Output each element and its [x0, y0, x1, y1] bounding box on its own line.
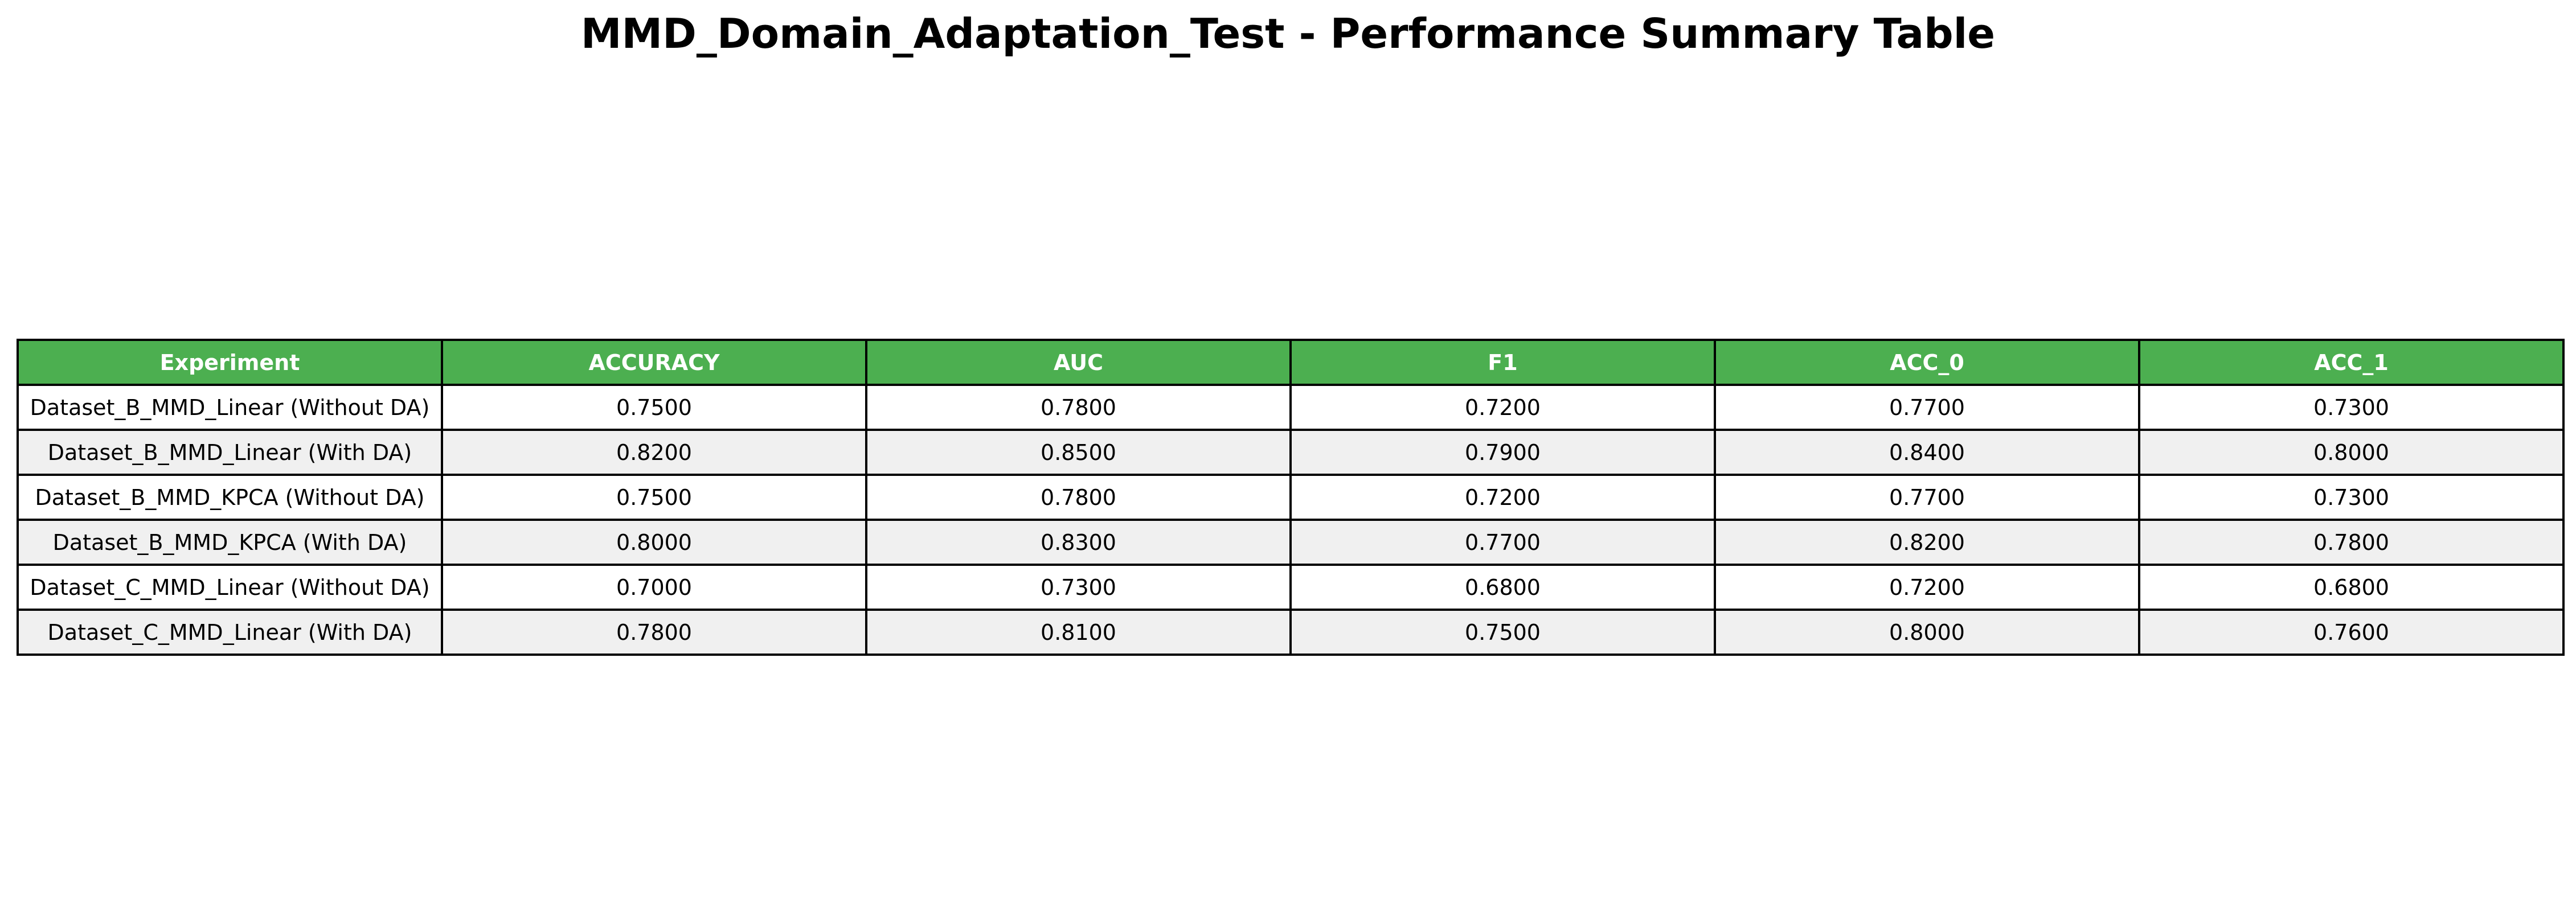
cell-f1: 0.7900 — [1289, 429, 1716, 476]
header-cell-acc-1: ACC_1 — [2138, 339, 2565, 386]
chart-title: MMD_Domain_Adaptation_Test - Performance… — [580, 10, 1996, 57]
cell-auc: 0.7800 — [865, 384, 1292, 431]
cell-auc: 0.7300 — [865, 564, 1292, 611]
performance-summary-table: Experiment ACCURACY AUC F1 ACC_0 ACC_1 D… — [17, 339, 2565, 656]
cell-acc-0: 0.7700 — [1714, 474, 2140, 521]
cell-acc-1: 0.6800 — [2138, 564, 2565, 611]
cell-auc: 0.8100 — [865, 609, 1292, 656]
table-row: Dataset_B_MMD_KPCA (With DA) 0.8000 0.83… — [17, 519, 2565, 566]
cell-accuracy: 0.7800 — [441, 609, 867, 656]
table-row: Dataset_B_MMD_KPCA (Without DA) 0.7500 0… — [17, 474, 2565, 521]
table-row: Dataset_C_MMD_Linear (With DA) 0.7800 0.… — [17, 609, 2565, 656]
table-header: Experiment ACCURACY AUC F1 ACC_0 ACC_1 — [17, 339, 2565, 386]
header-cell-accuracy: ACCURACY — [441, 339, 867, 386]
cell-acc-1: 0.7800 — [2138, 519, 2565, 566]
table-row: Dataset_B_MMD_Linear (With DA) 0.8200 0.… — [17, 429, 2565, 476]
cell-acc-1: 0.7300 — [2138, 384, 2565, 431]
cell-experiment: Dataset_C_MMD_Linear (With DA) — [17, 609, 443, 656]
cell-acc-1: 0.7600 — [2138, 609, 2565, 656]
header-cell-experiment: Experiment — [17, 339, 443, 386]
cell-auc: 0.8500 — [865, 429, 1292, 476]
cell-acc-1: 0.7300 — [2138, 474, 2565, 521]
cell-f1: 0.7500 — [1289, 609, 1716, 656]
cell-experiment: Dataset_C_MMD_Linear (Without DA) — [17, 564, 443, 611]
header-row: Experiment ACCURACY AUC F1 ACC_0 ACC_1 — [17, 339, 2565, 386]
cell-accuracy: 0.7000 — [441, 564, 867, 611]
cell-acc-0: 0.7700 — [1714, 384, 2140, 431]
header-cell-auc: AUC — [865, 339, 1292, 386]
cell-f1: 0.7200 — [1289, 474, 1716, 521]
cell-acc-0: 0.8200 — [1714, 519, 2140, 566]
cell-acc-0: 0.7200 — [1714, 564, 2140, 611]
cell-accuracy: 0.7500 — [441, 474, 867, 521]
cell-f1: 0.7200 — [1289, 384, 1716, 431]
cell-auc: 0.7800 — [865, 474, 1292, 521]
cell-experiment: Dataset_B_MMD_Linear (Without DA) — [17, 384, 443, 431]
table-body: Dataset_B_MMD_Linear (Without DA) 0.7500… — [17, 384, 2565, 656]
cell-experiment: Dataset_B_MMD_KPCA (Without DA) — [17, 474, 443, 521]
cell-f1: 0.6800 — [1289, 564, 1716, 611]
summary-table-container: Experiment ACCURACY AUC F1 ACC_0 ACC_1 D… — [17, 339, 2565, 656]
cell-experiment: Dataset_B_MMD_Linear (With DA) — [17, 429, 443, 476]
table-row: Dataset_C_MMD_Linear (Without DA) 0.7000… — [17, 564, 2565, 611]
cell-accuracy: 0.8000 — [441, 519, 867, 566]
cell-acc-0: 0.8000 — [1714, 609, 2140, 656]
cell-experiment: Dataset_B_MMD_KPCA (With DA) — [17, 519, 443, 566]
header-cell-acc-0: ACC_0 — [1714, 339, 2140, 386]
cell-accuracy: 0.7500 — [441, 384, 867, 431]
cell-f1: 0.7700 — [1289, 519, 1716, 566]
table-row: Dataset_B_MMD_Linear (Without DA) 0.7500… — [17, 384, 2565, 431]
cell-acc-0: 0.8400 — [1714, 429, 2140, 476]
cell-accuracy: 0.8200 — [441, 429, 867, 476]
header-cell-f1: F1 — [1289, 339, 1716, 386]
cell-auc: 0.8300 — [865, 519, 1292, 566]
cell-acc-1: 0.8000 — [2138, 429, 2565, 476]
